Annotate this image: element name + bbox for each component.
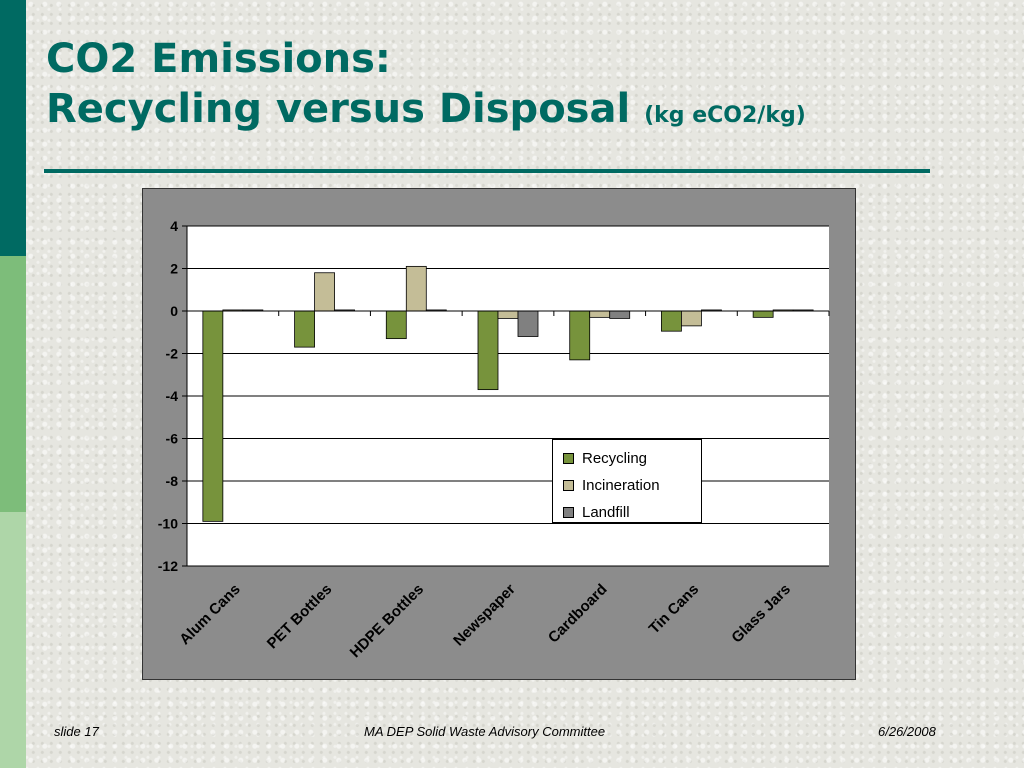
x-tick-label: Glass Jars	[728, 581, 794, 647]
legend-item-landfill: Landfill	[563, 499, 701, 526]
x-tick-label: Alum Cans	[176, 581, 243, 648]
legend-swatch-incineration	[563, 480, 574, 491]
legend-label-recycling: Recycling	[582, 450, 648, 467]
legend-label-landfill: Landfill	[582, 504, 630, 521]
x-tick-label: HDPE Bottles	[347, 581, 427, 661]
y-tick-label: 2	[170, 261, 178, 277]
title-line-2: Recycling versus Disposal	[46, 86, 631, 132]
y-tick-label: -8	[166, 473, 179, 489]
bar-incineration-pet-bottles	[314, 272, 335, 312]
chart-panel: 4 2 0 -2 -4 -6 -8 -10 -12 Alum Cans PET Bottles HDP…	[142, 188, 856, 680]
y-tick-label: -4	[166, 388, 179, 404]
legend-label-incineration: Incineration	[582, 477, 660, 494]
side-bar-mid	[0, 256, 26, 512]
bar-recycling-tin-cans	[661, 310, 682, 332]
slide-title: CO2 Emissions: Recycling versus Disposal…	[46, 34, 806, 141]
legend-item-recycling: Recycling	[563, 445, 701, 472]
x-tick-label: PET Bottles	[264, 581, 336, 653]
legend-swatch-recycling	[563, 453, 574, 464]
bar-incineration-hdpe-bottles	[405, 265, 427, 312]
bar-recycling-hdpe-bottles	[385, 310, 407, 340]
bar-recycling-cardboard	[569, 310, 591, 361]
bar-chart: 4 2 0 -2 -4 -6 -8 -10 -12 Alum Cans PET Bottles HDP…	[158, 218, 830, 661]
x-tick-label: Cardboard	[545, 581, 611, 647]
x-tick-label: Newspaper	[450, 581, 519, 650]
y-tick-label: 4	[170, 218, 178, 234]
bar-recycling-pet-bottles	[294, 310, 315, 348]
footer-committee: MA DEP Solid Waste Advisory Committee	[364, 724, 606, 739]
bar-incineration-cardboard	[589, 310, 611, 318]
y-tick-label: -6	[166, 431, 179, 447]
bar-landfill-cardboard	[609, 310, 631, 319]
footer-slide-number: slide 17	[54, 724, 99, 739]
side-bar-dark	[0, 0, 26, 256]
footer-date: 6/26/2008	[878, 724, 936, 739]
y-tick-label: -12	[158, 558, 178, 574]
bar-incineration-tin-cans	[681, 310, 702, 327]
y-tick-label: -2	[166, 346, 179, 362]
bar-incineration-newspaper	[497, 310, 519, 319]
y-tick-label: -10	[158, 516, 178, 532]
bar-recycling-alum-cans	[202, 310, 224, 522]
side-bar-light	[0, 512, 26, 768]
chart-legend: Recycling Incineration Landfill	[552, 439, 702, 523]
title-line-1: CO2 Emissions:	[46, 36, 391, 82]
title-unit: (kg eCO2/kg)	[644, 103, 806, 128]
bar-landfill-newspaper	[517, 310, 539, 337]
x-tick-label: Tin Cans	[646, 581, 703, 638]
y-tick-label: 0	[170, 303, 178, 319]
bar-recycling-glass-jars	[752, 310, 774, 318]
legend-item-incineration: Incineration	[563, 472, 701, 499]
legend-swatch-landfill	[563, 507, 574, 518]
title-rule	[44, 169, 930, 173]
bar-recycling-newspaper	[477, 310, 499, 391]
